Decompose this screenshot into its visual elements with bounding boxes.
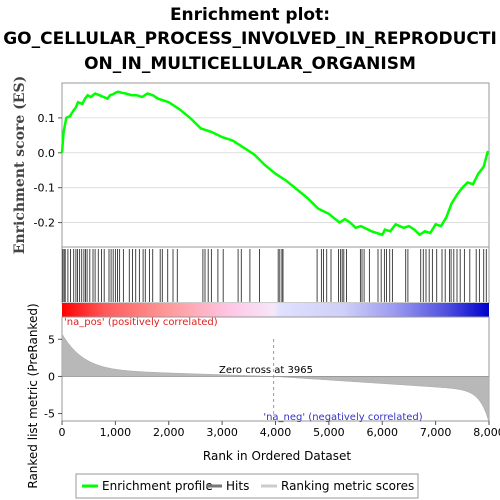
x-tick-label: 7,000 bbox=[420, 426, 452, 439]
es-y-tick-label: 0.1 bbox=[38, 112, 56, 125]
rank-y-axis-label: Ranked list metric (PreRanked) bbox=[26, 303, 40, 488]
title-line-2: GO_CELLULAR_PROCESS_INVOLVED_IN_REPRODUC… bbox=[3, 29, 497, 49]
x-axis-label: Rank in Ordered Dataset bbox=[203, 449, 351, 463]
title-line-3: ON_IN_MULTICELLULAR_ORGANISM bbox=[84, 54, 416, 74]
es-y-tick-label: -0.1 bbox=[34, 182, 55, 195]
x-tick-label: 6,000 bbox=[367, 426, 399, 439]
x-tick-label: 5,000 bbox=[313, 426, 345, 439]
es-y-tick-label: 0.0 bbox=[38, 147, 56, 160]
es-plot-frame bbox=[61, 82, 490, 248]
x-tick-label: 0 bbox=[59, 426, 66, 439]
es-y-tick-label: -0.2 bbox=[34, 217, 55, 230]
legend-hits-label: Hits bbox=[226, 479, 249, 493]
neg-label: 'na_neg' (negatively correlated) bbox=[263, 412, 422, 423]
x-tick-label: 3,000 bbox=[206, 426, 238, 439]
rank-color-bar bbox=[62, 303, 489, 317]
rank-y-tick-label: 0 bbox=[48, 370, 55, 383]
x-tick-label: 1,000 bbox=[100, 426, 132, 439]
x-tick-label: 2,000 bbox=[153, 426, 185, 439]
rank-y-tick-label: -5 bbox=[44, 408, 55, 421]
pos-label: 'na_pos' (positively correlated) bbox=[64, 317, 218, 328]
enrichment-profile-line bbox=[60, 90, 490, 237]
rank-y-axis-ticks: 5 0 -5 bbox=[44, 333, 62, 421]
es-y-axis-label: Enrichment score (ES) bbox=[12, 76, 28, 254]
x-tick-label: 4,000 bbox=[260, 426, 292, 439]
x-axis-ticks: 0 1,000 2,000 3,000 4,000 5,000 6,000 7,000 8,00… bbox=[59, 421, 500, 439]
x-tick-label: 8,000 bbox=[473, 426, 500, 439]
es-gridlines bbox=[62, 117, 489, 223]
hits-panel-frame bbox=[61, 246, 490, 304]
legend-enrichment-label: Enrichment profile bbox=[102, 479, 213, 493]
es-y-axis-ticks: 0.1 0.0 -0.1 -0.2 bbox=[34, 112, 62, 230]
hit-marks bbox=[62, 249, 487, 302]
title-line-1: Enrichment plot: bbox=[170, 5, 330, 25]
rank-plot-frame bbox=[61, 316, 490, 422]
legend-box bbox=[75, 473, 419, 499]
rank-y-tick-label: 5 bbox=[48, 333, 55, 346]
zero-cross-label: Zero cross at 3965 bbox=[219, 365, 313, 376]
legend-ranking-label: Ranking metric scores bbox=[281, 479, 414, 493]
